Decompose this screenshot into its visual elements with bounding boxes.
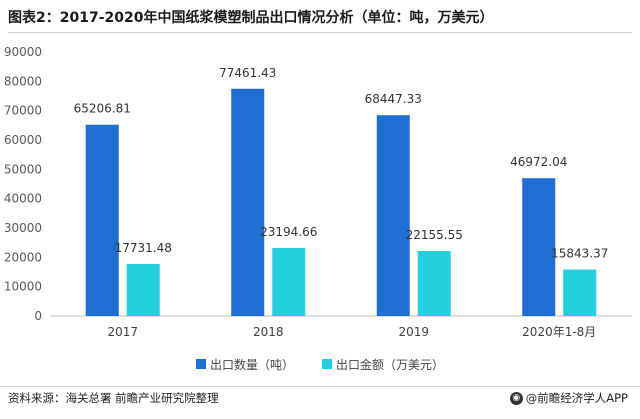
y-tick-label: 20000	[4, 250, 42, 264]
y-tick-label: 50000	[4, 162, 42, 176]
bar-export-volume	[231, 88, 265, 316]
brand-text: @前瞻经济学人APP	[525, 391, 628, 405]
brand-logo-icon: ◉	[509, 391, 523, 405]
data-label: 17731.48	[115, 241, 172, 255]
legend-label-series2: 出口金额（万美元）	[336, 357, 445, 372]
bar-export-value	[417, 251, 451, 316]
title-divider	[8, 32, 632, 33]
brand-credit: ◉ @前瞻经济学人APP	[509, 390, 628, 406]
bar-export-value	[272, 247, 306, 316]
x-tick-label: 2018	[253, 325, 284, 339]
x-tick-label: 2017	[107, 325, 138, 339]
y-tick-label: 60000	[4, 133, 42, 147]
source-note: 资料来源：海关总署 前瞻产业研究院整理	[8, 391, 219, 405]
bar-export-volume	[376, 115, 410, 317]
legend-swatch-series1	[195, 359, 206, 369]
data-label: 77461.43	[219, 66, 276, 80]
footer-divider	[0, 386, 640, 387]
bar-export-value	[126, 263, 160, 316]
data-label: 23194.66	[260, 225, 317, 239]
data-label: 15843.37	[551, 247, 608, 261]
legend-label-series1: 出口数量（吨）	[209, 357, 294, 372]
bar-export-volume	[522, 178, 556, 316]
bar-export-volume	[85, 124, 119, 317]
y-tick-label: 90000	[4, 45, 42, 59]
x-tick-label: 2020年1-8月	[522, 325, 596, 339]
data-label: 68447.33	[365, 92, 422, 106]
bar-export-value	[563, 269, 597, 316]
y-tick-label: 30000	[4, 221, 42, 235]
chart-legend: 出口数量（吨） 出口金额（万美元）	[0, 355, 640, 373]
x-tick-label: 2019	[398, 325, 429, 339]
y-tick-label: 70000	[4, 104, 42, 118]
legend-item-series1: 出口数量（吨）	[195, 356, 294, 373]
data-label: 65206.81	[74, 102, 131, 116]
chart-title: 图表2：2017-2020年中国纸浆模塑制品出口情况分析（单位：吨，万美元）	[8, 10, 494, 26]
legend-item-series2: 出口金额（万美元）	[322, 356, 444, 373]
data-label: 46972.04	[510, 155, 567, 169]
y-tick-label: 80000	[4, 74, 42, 88]
y-tick-label: 0	[34, 309, 42, 323]
bar-chart: 0 10000 20000 30000 40000 50000 60000 70000 8000…	[4, 45, 632, 339]
data-label: 22155.55	[406, 228, 463, 242]
y-tick-label: 10000	[4, 280, 42, 294]
legend-swatch-series2	[322, 359, 332, 369]
y-tick-label: 40000	[4, 192, 42, 206]
